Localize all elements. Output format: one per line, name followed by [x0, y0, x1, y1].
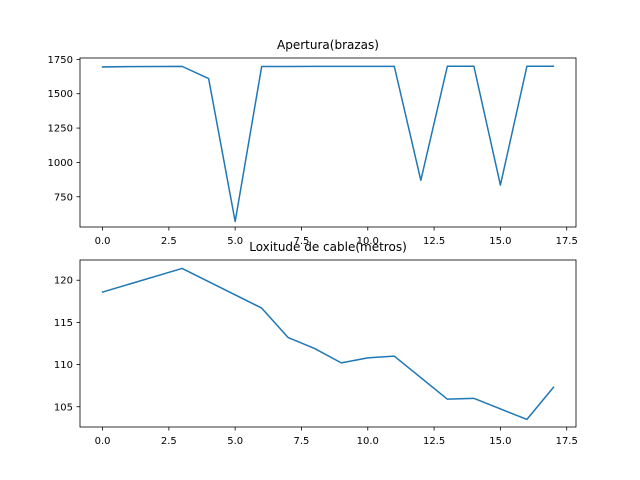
x-tick-label: 15.0: [489, 436, 511, 447]
y-tick-label: 1250: [48, 124, 73, 135]
y-tick-label: 1750: [48, 55, 73, 66]
y-tick-label: 1500: [48, 89, 73, 100]
y-tick-label: 1000: [48, 158, 73, 169]
series-line: [101, 267, 555, 421]
x-tick-label: 0.0: [95, 436, 111, 447]
chart-title: Loxitude de cable(metros): [249, 240, 407, 254]
x-tick-label: 17.5: [556, 436, 578, 447]
x-tick-label: 10.0: [357, 436, 379, 447]
axes-frame: [79, 57, 577, 228]
chart-2: Loxitude de cable(metros) 0.0 2.5 5.0 7.5 10.…: [54, 240, 578, 447]
y-tick-label: 110: [54, 360, 73, 371]
x-tick-label: 2.5: [161, 236, 177, 247]
x-tick-label: 0.0: [95, 236, 111, 247]
x-tick-label: 7.5: [294, 236, 310, 247]
chart-1: Apertura(brazas) 0.0 2.5 5.0 7.5 10.0 12.5 15.0…: [48, 38, 578, 247]
chart-title: Apertura(brazas): [277, 38, 379, 52]
axes-frame: [79, 259, 577, 428]
y-tick-label: 120: [54, 276, 73, 287]
y-tick-label: 115: [54, 318, 73, 329]
x-tick-label: 10.0: [357, 236, 379, 247]
x-tick-label: 7.5: [294, 436, 310, 447]
x-tick-label: 12.5: [423, 236, 445, 247]
y-tick-label: 750: [54, 192, 73, 203]
x-tick-label: 5.0: [227, 436, 243, 447]
x-tick-label: 17.5: [556, 236, 578, 247]
x-tick-label: 2.5: [161, 436, 177, 447]
y-tick-label: 105: [54, 402, 73, 413]
x-tick-label: 5.0: [227, 236, 243, 247]
x-tick-label: 12.5: [423, 436, 445, 447]
x-tick-label: 15.0: [489, 236, 511, 247]
series-line: [101, 65, 555, 223]
